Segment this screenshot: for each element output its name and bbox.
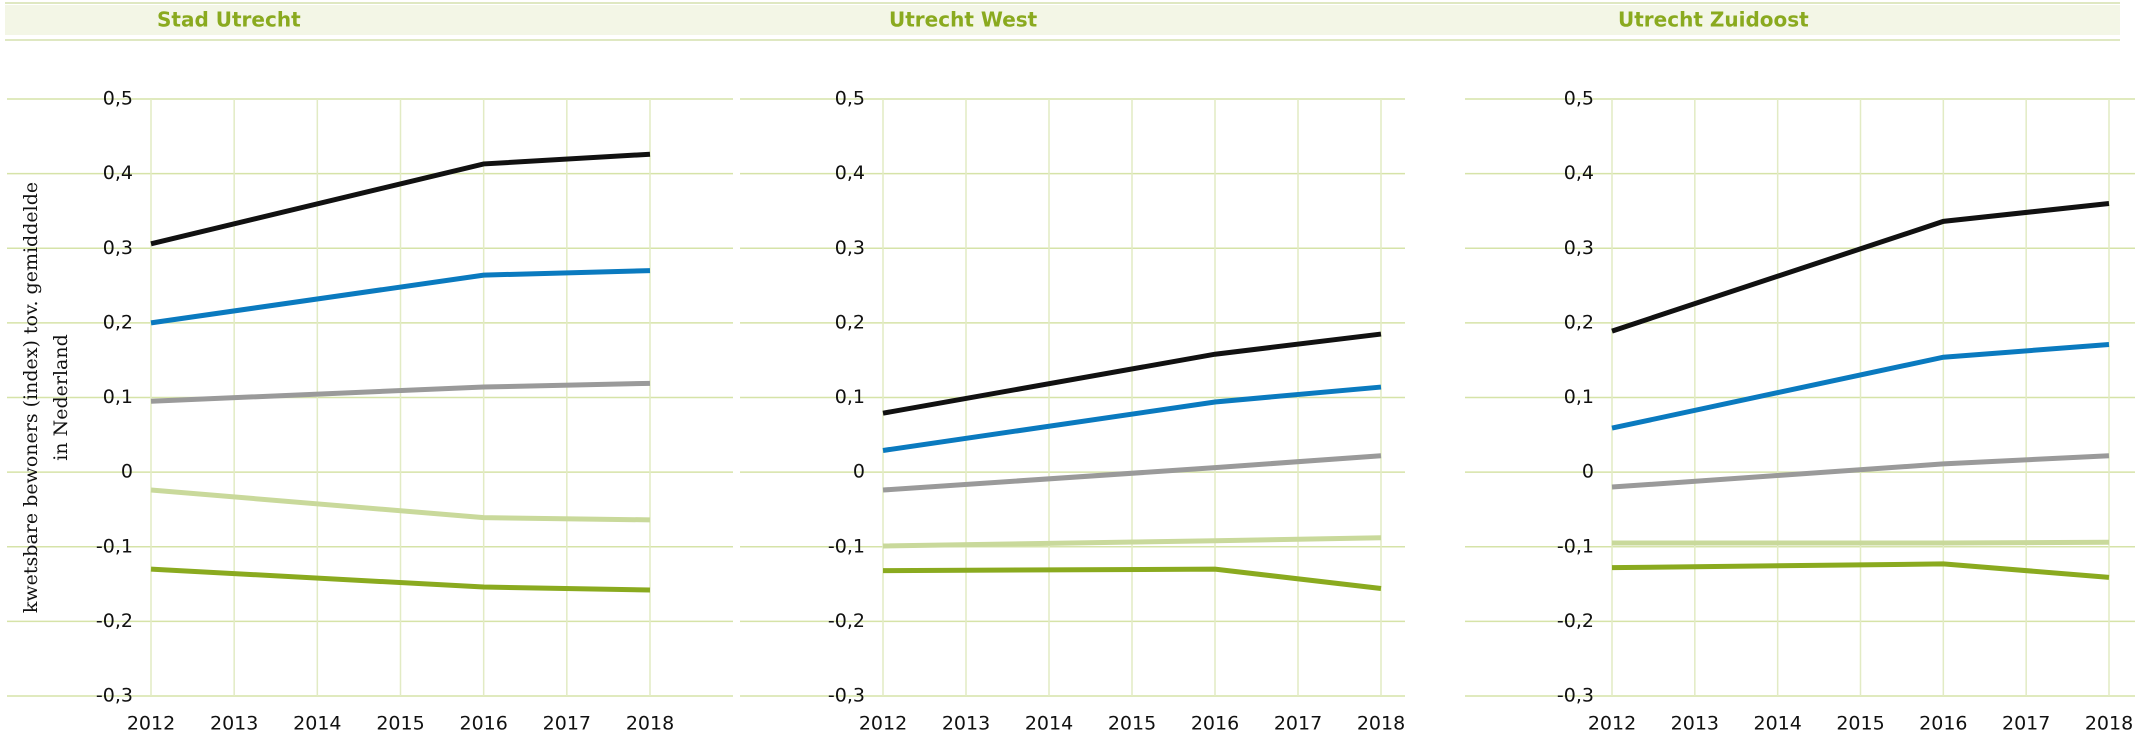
y-tick-label: 0 [853,461,865,483]
x-tick-label: 2012 [1588,713,1636,735]
y-tick-label: -0,2 [96,610,133,632]
y-axis-label-line: kwetsbare bewoners (index) tov. gemiddel… [20,182,42,613]
series-line [1611,200,2110,334]
x-tick-label: 2014 [293,713,341,735]
x-tick-label: 2012 [859,713,907,735]
chart-title: Utrecht West [889,8,1038,32]
y-axis-label: kwetsbare bewoners (index) tov. gemiddel… [20,182,72,613]
y-tick-label: 0,2 [835,311,865,333]
y-tick-label: 0,5 [103,88,133,110]
y-tick-label: -0,1 [828,535,865,557]
x-tick-label: 2014 [1025,713,1073,735]
y-tick-label: 0,3 [103,237,133,259]
y-tick-label: 0,5 [1564,88,1594,110]
y-tick-label: 0,3 [835,237,865,259]
series-line [1611,561,2110,580]
y-tick-label: 0,3 [1564,237,1594,259]
x-tick-label: 2013 [210,713,258,735]
y-tick-label: 0,5 [835,88,865,110]
chart-title: Stad Utrecht [157,8,301,32]
x-tick-label: 2016 [459,713,507,735]
series-line [150,487,651,523]
y-tick-label: 0,2 [103,311,133,333]
x-tick-label: 2017 [2002,713,2050,735]
x-tick-label: 2013 [942,713,990,735]
series-line [882,384,1382,453]
y-tick-label: 0,1 [1564,386,1594,408]
x-tick-label: 2017 [543,713,591,735]
y-tick-label: -0,1 [96,535,133,557]
x-tick-label: 2016 [1191,713,1239,735]
series-line [150,380,651,404]
y-tick-label: 0,1 [835,386,865,408]
series-line [150,566,651,593]
series-line [1611,453,2110,490]
x-tick-label: 2015 [1836,713,1884,735]
series-line [150,268,651,326]
y-tick-label: 0,4 [1564,162,1594,184]
series-line [882,535,1382,549]
y-tick-label: -0,2 [1557,610,1594,632]
y-tick-label: 0 [121,461,133,483]
series-line [150,151,651,247]
series-line [1612,539,2110,546]
y-tick-label: 0,4 [835,162,865,184]
x-tick-label: 2017 [1274,713,1322,735]
x-tick-label: 2018 [2085,713,2133,735]
x-tick-label: 2018 [626,713,674,735]
chart-title: Utrecht Zuidoost [1618,8,1809,32]
x-tick-label: 2012 [127,713,175,735]
y-tick-label: 0,1 [103,386,133,408]
y-axis-label-line: in Nederland [50,334,72,461]
x-tick-label: 2016 [1919,713,1967,735]
y-tick-label: -0,3 [1557,685,1594,707]
x-tick-label: 2015 [1108,713,1156,735]
x-tick-label: 2014 [1753,713,1801,735]
y-tick-label: 0,4 [103,162,133,184]
y-tick-label: -0,1 [1557,535,1594,557]
series-line [1611,342,2110,431]
x-tick-label: 2015 [376,713,424,735]
y-tick-label: -0,2 [828,610,865,632]
series-line [882,453,1382,493]
x-tick-label: 2018 [1357,713,1405,735]
y-tick-label: -0,3 [96,685,133,707]
y-tick-label: -0,3 [828,685,865,707]
y-tick-label: 0 [1582,461,1594,483]
series-line [882,566,1382,592]
y-tick-label: 0,2 [1564,311,1594,333]
series-line [882,331,1382,416]
x-tick-label: 2013 [1671,713,1719,735]
title-band [5,5,2120,35]
